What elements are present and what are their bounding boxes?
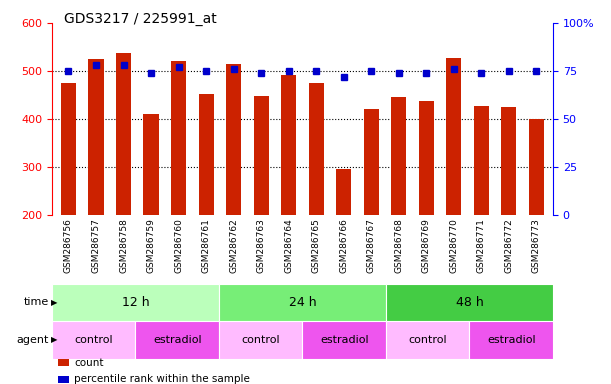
Text: ▶: ▶: [51, 298, 58, 307]
Text: 24 h: 24 h: [288, 296, 316, 309]
Text: GSM286763: GSM286763: [257, 218, 266, 273]
Bar: [52, 321, 136, 359]
Bar: [469, 321, 553, 359]
Text: GSM286768: GSM286768: [394, 218, 403, 273]
Text: GSM286771: GSM286771: [477, 218, 486, 273]
Text: control: control: [75, 335, 113, 345]
Bar: [391, 98, 406, 215]
Text: count: count: [74, 358, 103, 368]
Bar: [336, 169, 351, 215]
Bar: [302, 321, 386, 359]
Bar: [61, 83, 76, 215]
Text: control: control: [408, 335, 447, 345]
Bar: [199, 94, 214, 215]
Bar: [502, 107, 516, 215]
Text: agent: agent: [16, 335, 49, 345]
Bar: [529, 119, 544, 215]
Bar: [136, 321, 219, 359]
Text: GSM286762: GSM286762: [229, 218, 238, 273]
Bar: [309, 83, 324, 215]
Text: time: time: [24, 297, 49, 308]
Bar: [419, 101, 434, 215]
Text: estradiol: estradiol: [320, 335, 368, 345]
Text: GSM286765: GSM286765: [312, 218, 321, 273]
Text: estradiol: estradiol: [487, 335, 535, 345]
Bar: [116, 53, 131, 215]
Text: GSM286769: GSM286769: [422, 218, 431, 273]
Bar: [171, 61, 186, 215]
Text: GSM286760: GSM286760: [174, 218, 183, 273]
Bar: [89, 59, 103, 215]
Text: GSM286770: GSM286770: [449, 218, 458, 273]
Text: percentile rank within the sample: percentile rank within the sample: [74, 374, 250, 384]
Text: control: control: [241, 335, 280, 345]
Bar: [52, 284, 219, 321]
Bar: [226, 64, 241, 215]
Text: GSM286767: GSM286767: [367, 218, 376, 273]
Text: estradiol: estradiol: [153, 335, 202, 345]
Bar: [144, 114, 159, 215]
Text: GSM286758: GSM286758: [119, 218, 128, 273]
Text: GSM286761: GSM286761: [202, 218, 211, 273]
Bar: [364, 109, 379, 215]
Text: 48 h: 48 h: [456, 296, 483, 309]
Bar: [281, 75, 296, 215]
Bar: [219, 284, 386, 321]
Bar: [474, 106, 489, 215]
Text: GSM286759: GSM286759: [147, 218, 156, 273]
Bar: [254, 96, 269, 215]
Bar: [219, 321, 302, 359]
Text: 12 h: 12 h: [122, 296, 149, 309]
Text: GSM286757: GSM286757: [92, 218, 100, 273]
Text: ▶: ▶: [51, 335, 58, 344]
Text: GSM286766: GSM286766: [339, 218, 348, 273]
Text: GSM286764: GSM286764: [284, 218, 293, 273]
Bar: [386, 321, 469, 359]
Text: GSM286756: GSM286756: [64, 218, 73, 273]
Bar: [386, 284, 553, 321]
Text: GSM286772: GSM286772: [505, 218, 513, 273]
Text: GDS3217 / 225991_at: GDS3217 / 225991_at: [64, 12, 217, 25]
Bar: [446, 58, 461, 215]
Text: GSM286773: GSM286773: [532, 218, 541, 273]
